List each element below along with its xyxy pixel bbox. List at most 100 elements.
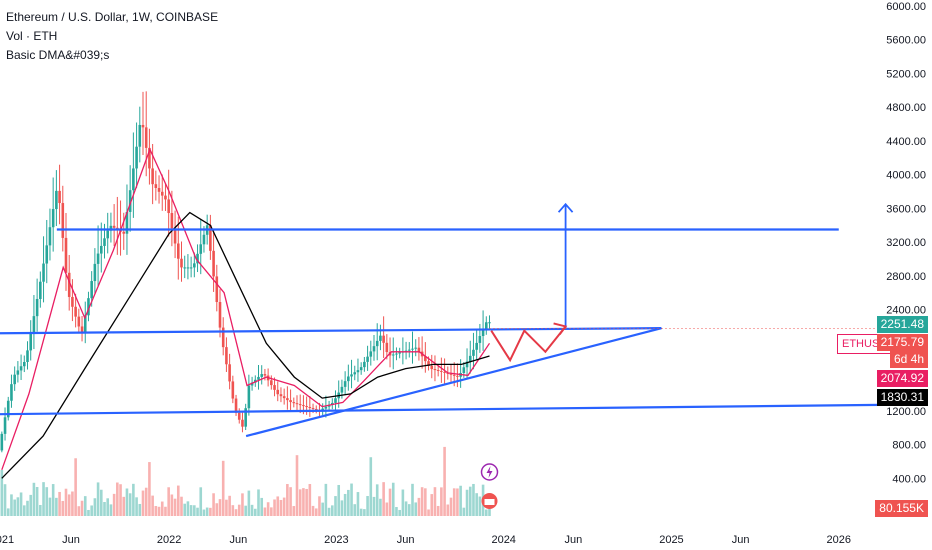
volume-bar bbox=[372, 496, 376, 516]
volume-bar bbox=[401, 489, 405, 516]
time-tick-label: Jun bbox=[565, 534, 583, 546]
volume-bar bbox=[173, 498, 177, 516]
volume-bar bbox=[369, 457, 373, 516]
candle-body bbox=[64, 237, 68, 273]
volume-bar bbox=[292, 506, 296, 516]
candle-body bbox=[270, 380, 273, 386]
candle-body bbox=[83, 315, 87, 333]
candle-body bbox=[212, 250, 215, 277]
candle-body bbox=[202, 234, 206, 245]
volume-bar bbox=[244, 505, 247, 516]
candle-body bbox=[186, 267, 190, 269]
volume-bar bbox=[144, 487, 148, 516]
candle-body bbox=[193, 263, 196, 268]
legend-volume[interactable]: Vol · ETH bbox=[6, 29, 58, 43]
volume-bar bbox=[295, 455, 299, 516]
candle-body bbox=[391, 354, 395, 356]
volume-bar bbox=[103, 502, 106, 516]
volume-bar bbox=[395, 507, 398, 516]
volume-bar bbox=[363, 509, 366, 516]
candle-body bbox=[122, 231, 126, 234]
high-price-tag: 2251.48 bbox=[876, 316, 928, 333]
volume-bar bbox=[29, 494, 33, 516]
candle-body bbox=[465, 361, 469, 368]
candle-body bbox=[16, 370, 20, 375]
candle-body bbox=[77, 316, 81, 327]
candle-body bbox=[26, 350, 29, 363]
candle-body bbox=[22, 362, 26, 367]
candle-body bbox=[484, 322, 488, 330]
candle-body bbox=[218, 302, 222, 328]
candle-body bbox=[209, 225, 212, 251]
candle-body bbox=[456, 375, 459, 377]
time-tick-label: Jun bbox=[229, 534, 247, 546]
candle-body bbox=[263, 374, 267, 376]
volume-bar bbox=[388, 488, 392, 516]
volume-bar bbox=[16, 497, 20, 516]
volume-bar bbox=[42, 482, 45, 516]
price-tick-label: 4000.00 bbox=[886, 170, 926, 182]
candle-body bbox=[154, 184, 158, 188]
candle-body bbox=[353, 372, 357, 375]
candle-body bbox=[106, 230, 110, 239]
price-tick-label: 4400.00 bbox=[886, 136, 926, 148]
candle-body bbox=[39, 281, 42, 299]
volume-bar bbox=[427, 509, 430, 516]
volume-bar bbox=[407, 504, 411, 516]
volume-bar bbox=[35, 487, 39, 516]
volume-bar bbox=[298, 489, 302, 516]
volume-bar bbox=[253, 508, 257, 516]
volume-bar bbox=[417, 497, 421, 516]
volume-bar bbox=[282, 497, 286, 516]
candle-body bbox=[170, 213, 174, 229]
candle-body bbox=[308, 407, 312, 409]
candle-body bbox=[19, 366, 23, 371]
candle-body bbox=[80, 326, 84, 333]
time-tick-label: Jun bbox=[732, 534, 750, 546]
candle-body bbox=[132, 168, 135, 191]
price-tick-label: 4800.00 bbox=[886, 102, 926, 114]
volume-bar bbox=[391, 482, 395, 516]
candle-body bbox=[417, 347, 421, 352]
volume-bar bbox=[478, 496, 482, 516]
candle-body bbox=[250, 382, 254, 386]
volume-bar bbox=[218, 499, 222, 516]
price-tick-label: 400.00 bbox=[892, 473, 926, 485]
volume-bar bbox=[443, 446, 446, 516]
volume-bar bbox=[398, 509, 401, 516]
volume-bar bbox=[164, 506, 167, 516]
flag-icon bbox=[481, 493, 498, 509]
volume-bar bbox=[488, 507, 491, 516]
candle-body bbox=[183, 267, 187, 269]
volume-bar bbox=[138, 503, 142, 516]
volume-bar bbox=[289, 487, 292, 516]
candle-body bbox=[375, 340, 379, 347]
volume-bar bbox=[250, 504, 254, 516]
candle-body bbox=[321, 408, 324, 411]
legend-indicator[interactable]: Basic DMA&#039;s bbox=[6, 48, 110, 62]
volume-bar bbox=[148, 462, 151, 516]
legend-title[interactable]: Ethereum / U.S. Dollar, 1W, COINBASE bbox=[6, 10, 219, 24]
volume-bar bbox=[286, 484, 289, 516]
volume-tag: 80.155K bbox=[875, 500, 928, 517]
candle-body bbox=[148, 147, 151, 169]
volume-bar bbox=[375, 484, 379, 516]
candle-body bbox=[90, 281, 93, 299]
volume-bar bbox=[340, 500, 344, 516]
candle-body bbox=[13, 374, 16, 385]
candle-body bbox=[234, 398, 238, 413]
candle-body bbox=[350, 374, 353, 377]
volume-bar bbox=[10, 494, 13, 516]
projection-arrowhead bbox=[553, 322, 568, 336]
candle-body bbox=[42, 263, 45, 282]
volume-bar bbox=[359, 508, 363, 516]
time-tick-label: Jun bbox=[62, 534, 80, 546]
volume-bar bbox=[215, 503, 219, 516]
trendline bbox=[0, 327, 662, 335]
volume-bar bbox=[32, 482, 36, 516]
price-tick-label: 6000.00 bbox=[886, 1, 926, 13]
volume-bar bbox=[128, 493, 132, 516]
candle-body bbox=[424, 356, 427, 362]
volume-bar bbox=[420, 487, 424, 516]
